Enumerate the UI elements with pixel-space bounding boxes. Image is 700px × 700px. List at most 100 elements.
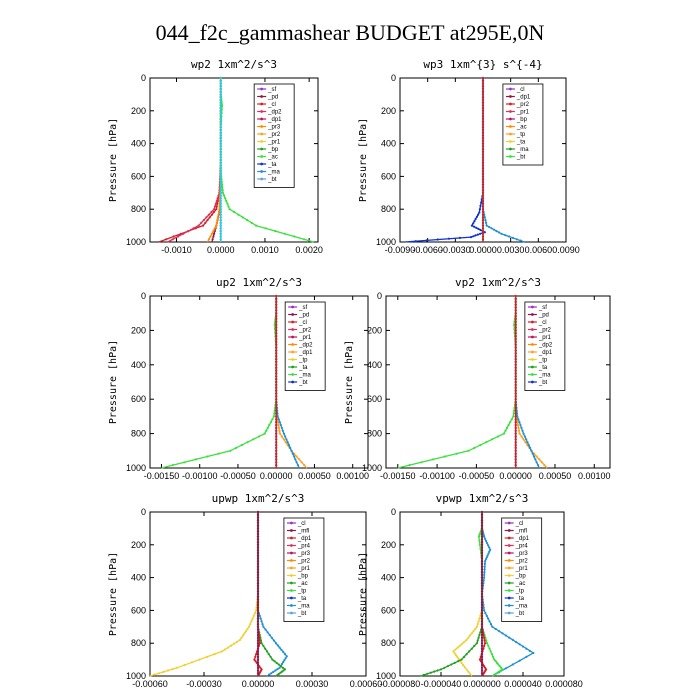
series-point: [219, 191, 222, 194]
series-point: [470, 224, 473, 227]
series-point: [480, 658, 484, 661]
legend-box: [524, 301, 566, 391]
series-point: [219, 194, 222, 197]
series-point: [525, 647, 528, 650]
series-point: [275, 418, 278, 421]
series-point: [219, 117, 222, 121]
series-point: [481, 93, 485, 96]
series-point: [514, 389, 517, 392]
legend-marker: [291, 380, 295, 384]
series-point: [518, 659, 521, 662]
legend-marker: [260, 117, 264, 121]
y-tick-label: 800: [131, 204, 146, 214]
series-point: [478, 633, 481, 637]
series-point: [463, 640, 466, 643]
series-point: [481, 137, 485, 140]
legend-marker: [260, 162, 264, 166]
y-tick-label: 0: [141, 73, 146, 83]
series-point: [229, 644, 233, 647]
series-point: [194, 458, 197, 461]
legend-marker: [530, 313, 534, 316]
series-point: [479, 444, 482, 447]
series-point: [256, 519, 260, 522]
x-tick-label: -0.0060: [412, 245, 443, 255]
series-point: [275, 320, 278, 323]
series-point: [303, 464, 306, 467]
series-point: [256, 535, 260, 538]
series-point: [483, 665, 486, 668]
legend-label: _dp1: [267, 117, 282, 123]
series-point: [478, 617, 481, 620]
series-point: [487, 644, 490, 648]
series-point: [272, 670, 275, 674]
legend-marker: [509, 95, 512, 98]
y-tick-label: 800: [131, 429, 146, 439]
series-point: [494, 627, 497, 631]
series-point: [256, 565, 260, 568]
x-tick-label: 0.0090: [552, 245, 580, 255]
y-tick-label: 600: [131, 171, 146, 181]
series-point: [514, 386, 517, 389]
series-point: [275, 395, 278, 398]
series-point: [429, 671, 432, 674]
series-point: [256, 650, 260, 653]
series-point: [514, 343, 517, 346]
series-point: [275, 343, 278, 346]
series-point: [514, 380, 517, 384]
series-point: [213, 210, 216, 213]
series-point: [219, 93, 222, 96]
series-point: [513, 322, 516, 325]
legend-box: [253, 83, 295, 188]
series-point: [275, 378, 278, 381]
panel-2: wp3 1xm^{3} s^{-4} Pressure [hPa] 0 200 400 6…: [358, 58, 580, 255]
x-tick-label: -0.0090: [385, 245, 416, 255]
series-point: [481, 148, 485, 151]
series-point: [153, 673, 156, 676]
series-point: [485, 614, 488, 618]
legend-label: _pr3: [515, 551, 529, 557]
legend-label: _pr2: [538, 328, 552, 334]
legend-marker: [507, 529, 511, 532]
series-point: [264, 227, 267, 230]
series-point: [221, 189, 224, 192]
series-point: [480, 644, 484, 648]
legend-marker: [290, 529, 293, 532]
series-point: [275, 317, 278, 320]
y-tick-label: 800: [381, 204, 396, 214]
series-point: [256, 603, 260, 607]
series-point: [275, 423, 278, 427]
series-point: [253, 658, 256, 661]
series-point: [256, 587, 260, 590]
series-point: [219, 112, 222, 115]
series-point: [486, 542, 489, 545]
series-point: [522, 432, 525, 435]
series-point: [284, 435, 287, 438]
series-point: [498, 665, 501, 668]
x-tick-label: 0.000080: [545, 679, 583, 689]
series-point: [227, 205, 230, 208]
series-point: [514, 444, 517, 447]
x-tick-label: 0.00000: [260, 471, 293, 481]
x-tick-label: 0.000040: [504, 679, 542, 689]
panel-1: wp2 1xm^2/s^3 Pressure [hPa] 0 200 400 600 800…: [108, 58, 323, 255]
legend-label: _ma: [297, 604, 310, 610]
series-point: [520, 435, 523, 438]
series-point: [256, 554, 260, 557]
series-point: [540, 461, 544, 464]
series-point: [275, 309, 278, 312]
series-point: [275, 386, 278, 389]
series-point: [521, 645, 525, 648]
series-point: [498, 630, 501, 633]
series-point: [484, 666, 487, 669]
legend-marker: [291, 373, 295, 376]
series-line-pr1: [149, 512, 259, 677]
legend-marker: [290, 544, 293, 547]
series-point: [275, 398, 278, 401]
series-point: [481, 117, 485, 121]
series-point: [276, 421, 280, 424]
series-point: [426, 672, 429, 675]
series-point: [524, 441, 527, 444]
series-point: [273, 660, 276, 663]
series-point: [514, 306, 517, 309]
series-point: [295, 455, 298, 458]
